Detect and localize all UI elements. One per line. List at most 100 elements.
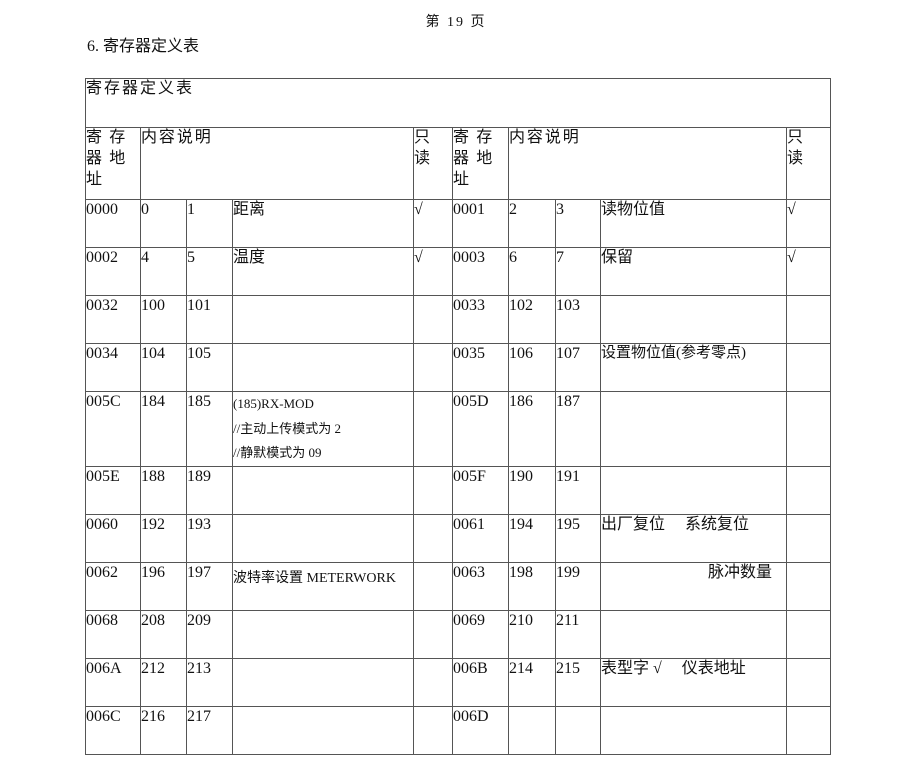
readonly-cell: √ — [785, 247, 832, 296]
register-high-cell: 101 — [186, 295, 233, 344]
register-address-cell: 0060 — [85, 514, 141, 564]
register-high-cell: 185 — [186, 390, 233, 468]
readonly-cell: √ — [785, 199, 832, 248]
description-cell: 表型字 √ 仪表地址 — [600, 658, 787, 708]
register-high-cell — [555, 706, 601, 756]
table-title: 寄存器定义表 — [84, 78, 832, 128]
register-low-cell: 102 — [508, 295, 556, 344]
register-high-cell: 209 — [186, 610, 233, 660]
register-address-cell: 0032 — [85, 295, 141, 344]
header-register-address-right: 寄存器地址 — [452, 127, 509, 200]
description-cell — [232, 706, 414, 756]
table-row: 0000 0 1 距离 √ 0001 2 3 读物位值 √ — [85, 199, 832, 248]
description-cell — [600, 610, 787, 660]
register-low-cell: 4 — [140, 247, 187, 296]
register-high-cell: 107 — [555, 343, 601, 392]
description-cell — [232, 295, 414, 344]
readonly-cell — [785, 295, 832, 344]
table-row: 006C 216 217 006D — [85, 706, 832, 756]
register-high-cell: 217 — [186, 706, 233, 756]
readonly-cell — [413, 658, 453, 708]
register-address-cell: 005C — [85, 390, 141, 468]
readonly-cell — [785, 390, 832, 468]
register-high-cell: 3 — [555, 199, 601, 248]
register-high-cell: 199 — [555, 562, 601, 612]
description-cell: 出厂复位 系统复位 — [600, 514, 787, 564]
table-row: 005E 188 189 005F 190 191 — [85, 466, 832, 516]
register-low-cell: 2 — [508, 199, 556, 248]
description-cell: 脉冲数量 — [600, 562, 787, 612]
register-high-cell: 105 — [186, 343, 233, 392]
register-low-cell: 106 — [508, 343, 556, 392]
register-low-cell: 198 — [508, 562, 556, 612]
readonly-cell — [785, 562, 832, 612]
description-cell — [600, 390, 787, 468]
register-high-cell: 211 — [555, 610, 601, 660]
register-low-cell: 190 — [508, 466, 556, 516]
table-title-row: 寄存器定义表 — [84, 78, 832, 128]
register-high-cell: 187 — [555, 390, 601, 468]
register-address-cell: 0068 — [85, 610, 141, 660]
description-cell: 读物位值 — [600, 199, 787, 248]
register-high-cell: 193 — [186, 514, 233, 564]
register-address-cell: 005E — [85, 466, 141, 516]
readonly-cell — [413, 562, 453, 612]
description-cell — [232, 466, 414, 516]
register-low-cell: 196 — [140, 562, 187, 612]
header-readonly-left: 只读 — [413, 127, 453, 200]
readonly-cell — [785, 658, 832, 708]
description-cell: 保留 — [600, 247, 787, 296]
table-row: 0060 192 193 0061 194 195 出厂复位 系统复位 — [85, 514, 832, 564]
readonly-cell — [413, 706, 453, 756]
table-row: 0062 196 197 波特率设置 METERWORK 0063 198 19… — [85, 562, 832, 612]
register-high-cell: 189 — [186, 466, 233, 516]
section-heading: 6. 寄存器定义表 — [87, 38, 200, 55]
header-register-address-left: 寄存器地址 — [85, 127, 141, 200]
register-address-cell: 0003 — [452, 247, 509, 296]
register-address-cell: 005F — [452, 466, 509, 516]
register-address-cell: 0069 — [452, 610, 509, 660]
register-low-cell: 192 — [140, 514, 187, 564]
description-cell — [232, 610, 414, 660]
readonly-cell: √ — [413, 247, 453, 296]
register-address-cell: 006A — [85, 658, 141, 708]
description-cell: 温度 — [232, 247, 414, 296]
description-cell — [600, 295, 787, 344]
register-address-cell: 0063 — [452, 562, 509, 612]
register-low-cell: 104 — [140, 343, 187, 392]
description-cell: 距离 — [232, 199, 414, 248]
register-low-cell: 214 — [508, 658, 556, 708]
description-cell — [600, 706, 787, 756]
register-definition-table: 寄存器定义表 寄存器地址 内容说明 只读 寄存器地址 内容说明 只读 0000 … — [84, 78, 832, 756]
register-high-cell: 215 — [555, 658, 601, 708]
description-cell: (185)RX-MOD //主动上传模式为 2 //静默模式为 09 — [232, 390, 414, 468]
register-low-cell: 0 — [140, 199, 187, 248]
register-low-cell: 216 — [140, 706, 187, 756]
register-low-cell — [508, 706, 556, 756]
description-cell: 设置物位值(参考零点) — [600, 343, 787, 392]
readonly-cell — [413, 295, 453, 344]
register-low-cell: 194 — [508, 514, 556, 564]
description-cell: 波特率设置 METERWORK — [232, 562, 414, 612]
register-low-cell: 6 — [508, 247, 556, 296]
readonly-cell — [413, 610, 453, 660]
page-number: 第 19 页 — [425, 15, 487, 30]
register-high-cell: 103 — [555, 295, 601, 344]
register-low-cell: 212 — [140, 658, 187, 708]
description-cell — [600, 466, 787, 516]
register-low-cell: 186 — [508, 390, 556, 468]
register-high-cell: 7 — [555, 247, 601, 296]
description-cell — [232, 658, 414, 708]
register-low-cell: 188 — [140, 466, 187, 516]
register-low-cell: 208 — [140, 610, 187, 660]
table-row: 0002 4 5 温度 √ 0003 6 7 保留 √ — [85, 247, 832, 296]
register-high-cell: 197 — [186, 562, 233, 612]
register-address-cell: 0000 — [85, 199, 141, 248]
table-header-row: 寄存器地址 内容说明 只读 寄存器地址 内容说明 只读 — [85, 127, 832, 200]
description-cell — [232, 514, 414, 564]
register-low-cell: 184 — [140, 390, 187, 468]
register-high-cell: 5 — [186, 247, 233, 296]
readonly-cell — [413, 390, 453, 468]
readonly-cell — [785, 343, 832, 392]
table-row: 0032 100 101 0033 102 103 — [85, 295, 832, 344]
